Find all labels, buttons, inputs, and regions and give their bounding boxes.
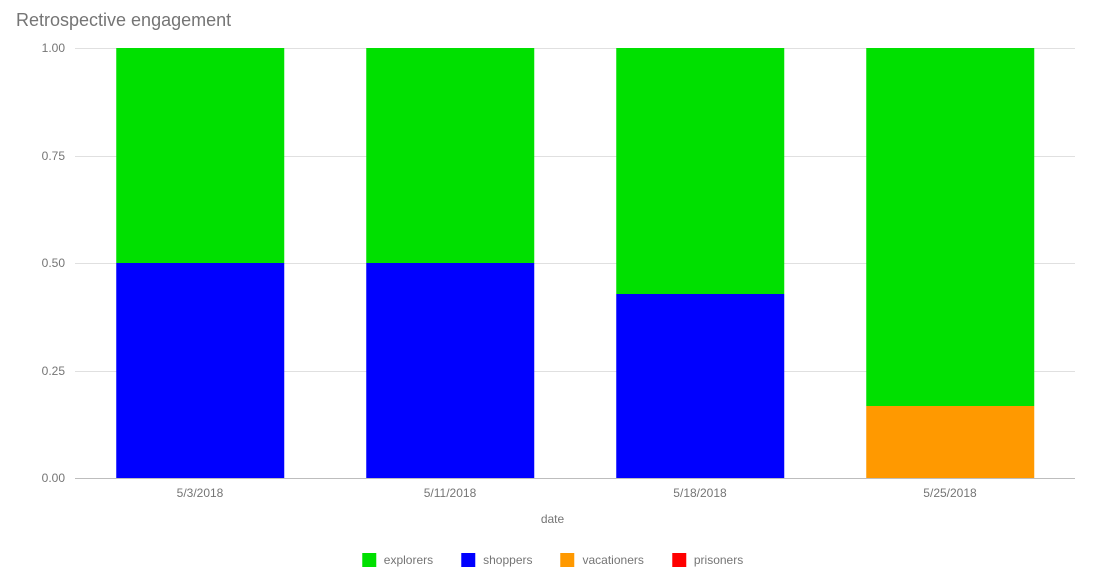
legend-swatch bbox=[672, 553, 686, 567]
legend-swatch bbox=[461, 553, 475, 567]
bar-segment-shoppers bbox=[366, 263, 534, 478]
stacked-bar bbox=[866, 48, 1034, 478]
legend: explorers shoppers vacationers prisoners bbox=[362, 553, 743, 567]
legend-item-prisoners: prisoners bbox=[672, 553, 743, 567]
y-tick-label: 0.75 bbox=[42, 149, 65, 163]
y-tick-label: 0.25 bbox=[42, 364, 65, 378]
bars-group: 5/3/20185/11/20185/18/20185/25/2018 bbox=[75, 48, 1075, 478]
stacked-bar bbox=[116, 48, 284, 478]
baseline bbox=[75, 478, 1075, 479]
bar-segment-explorers bbox=[866, 48, 1034, 406]
bar-segment-explorers bbox=[616, 48, 784, 294]
legend-item-vacationers: vacationers bbox=[561, 553, 644, 567]
x-tick-label: 5/25/2018 bbox=[923, 486, 976, 500]
legend-label: explorers bbox=[384, 553, 433, 567]
bar-segment-explorers bbox=[116, 48, 284, 263]
bar-slot: 5/18/2018 bbox=[575, 48, 825, 478]
x-axis-label: date bbox=[0, 512, 1105, 526]
chart-title: Retrospective engagement bbox=[16, 10, 231, 31]
stacked-bar bbox=[616, 48, 784, 478]
x-tick-label: 5/11/2018 bbox=[424, 486, 477, 500]
bar-slot: 5/25/2018 bbox=[825, 48, 1075, 478]
legend-item-shoppers: shoppers bbox=[461, 553, 532, 567]
legend-label: prisoners bbox=[694, 553, 743, 567]
y-tick-label: 0.00 bbox=[42, 471, 65, 485]
x-tick-label: 5/18/2018 bbox=[673, 486, 726, 500]
legend-label: shoppers bbox=[483, 553, 532, 567]
bar-segment-shoppers bbox=[116, 263, 284, 478]
stacked-bar bbox=[366, 48, 534, 478]
legend-label: vacationers bbox=[583, 553, 644, 567]
bar-segment-vacationers bbox=[866, 406, 1034, 478]
bar-slot: 5/3/2018 bbox=[75, 48, 325, 478]
bar-segment-shoppers bbox=[616, 294, 784, 478]
plot-area: 0.000.250.500.751.00 5/3/20185/11/20185/… bbox=[75, 48, 1075, 478]
bar-segment-explorers bbox=[366, 48, 534, 263]
y-tick-label: 0.50 bbox=[42, 256, 65, 270]
legend-swatch bbox=[362, 553, 376, 567]
legend-swatch bbox=[561, 553, 575, 567]
x-tick-label: 5/3/2018 bbox=[177, 486, 224, 500]
bar-slot: 5/11/2018 bbox=[325, 48, 575, 478]
y-tick-label: 1.00 bbox=[42, 41, 65, 55]
legend-item-explorers: explorers bbox=[362, 553, 433, 567]
chart-container: Retrospective engagement 0.000.250.500.7… bbox=[0, 0, 1105, 583]
